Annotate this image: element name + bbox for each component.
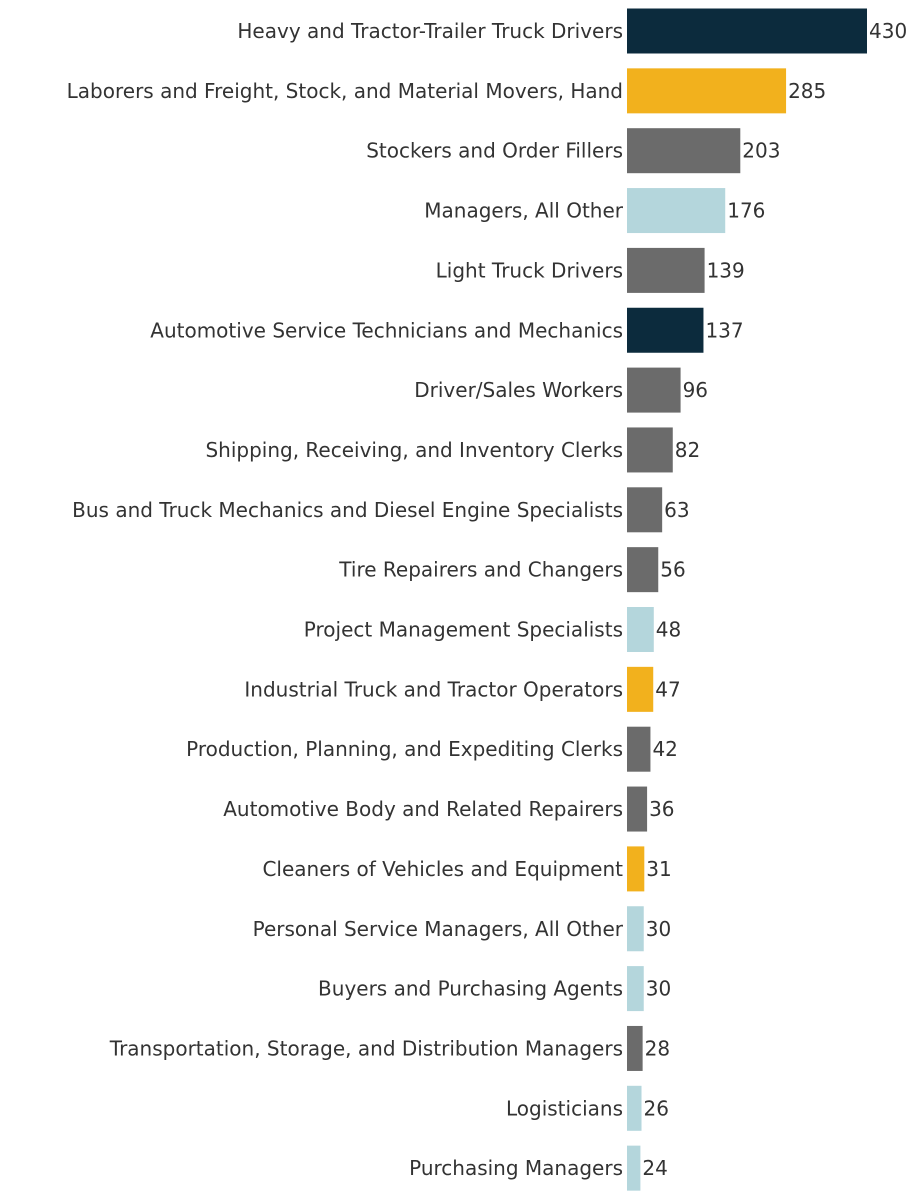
category-label: Logisticians (506, 1096, 623, 1120)
category-label: Industrial Truck and Tractor Operators (244, 677, 623, 701)
bar-row: Industrial Truck and Tractor Operators 47 (244, 666, 681, 712)
value-label: 47 (655, 677, 680, 701)
bar-row: Bus and Truck Mechanics and Diesel Engin… (72, 487, 690, 533)
bar-row: Project Management Specialists 48 (304, 607, 681, 652)
category-label: Automotive Body and Related Repairers (223, 797, 623, 821)
bar-row: Light Truck Drivers 139 (436, 247, 745, 293)
bar (627, 307, 704, 353)
category-label: Transportation, Storage, and Distributio… (109, 1036, 623, 1060)
value-label: 96 (683, 378, 708, 402)
category-label: Shipping, Receiving, and Inventory Clerk… (205, 438, 623, 462)
bar (627, 726, 651, 772)
bar (627, 367, 681, 413)
value-label: 285 (788, 79, 826, 103)
category-label: Purchasing Managers (409, 1156, 623, 1180)
value-label: 63 (664, 498, 689, 522)
bar (627, 966, 644, 1012)
value-label: 30 (646, 917, 671, 941)
value-label: 137 (705, 318, 743, 342)
bar (627, 906, 644, 952)
value-label: 42 (652, 737, 677, 761)
value-label: 30 (646, 977, 671, 1001)
value-label: 36 (649, 797, 674, 821)
category-label: Cleaners of Vehicles and Equipment (262, 857, 623, 881)
value-label: 28 (645, 1036, 670, 1060)
category-label: Personal Service Managers, All Other (253, 917, 624, 941)
category-label: Production, Planning, and Expediting Cle… (186, 737, 623, 761)
bar (627, 487, 663, 533)
value-label: 31 (646, 857, 671, 881)
bar (627, 1025, 643, 1071)
bar (627, 427, 673, 473)
value-label: 56 (660, 558, 685, 582)
value-label: 139 (707, 258, 745, 282)
bar-row: Production, Planning, and Expediting Cle… (186, 726, 678, 772)
bar (627, 666, 654, 712)
bar-row: Personal Service Managers, All Other 30 (253, 906, 671, 952)
bar-row: Driver/Sales Workers 96 (414, 367, 708, 413)
bar-row: Stockers and Order Fillers 203 (366, 128, 780, 174)
bar-row: Buyers and Purchasing Agents 30 (318, 966, 671, 1012)
bar-row: Cleaners of Vehicles and Equipment 31 (262, 846, 672, 892)
value-label: 176 (727, 199, 765, 223)
bar-row: Tire Repairers and Changers 56 (338, 547, 686, 593)
value-label: 48 (656, 618, 681, 642)
bar-row: Automotive Service Technicians and Mecha… (150, 307, 744, 353)
category-label: Tire Repairers and Changers (338, 558, 623, 582)
category-label: Buyers and Purchasing Agents (318, 977, 623, 1001)
bar-row: Laborers and Freight, Stock, and Materia… (67, 68, 826, 114)
bar (627, 247, 705, 293)
bar-row: Transportation, Storage, and Distributio… (109, 1025, 670, 1071)
category-label: Bus and Truck Mechanics and Diesel Engin… (72, 498, 623, 522)
value-label: 26 (644, 1096, 669, 1120)
category-label: Heavy and Tractor-Trailer Truck Drivers (237, 19, 623, 43)
value-label: 24 (642, 1156, 667, 1180)
value-label: 430 (869, 19, 907, 43)
bar (627, 1085, 642, 1131)
bar-row: Managers, All Other 176 (424, 188, 765, 234)
bar (627, 188, 726, 234)
bar (627, 547, 659, 593)
bar-row: Purchasing Managers 24 (409, 1145, 668, 1191)
bar (627, 68, 787, 114)
bar (627, 846, 645, 892)
category-label: Stockers and Order Fillers (366, 139, 623, 163)
bar (627, 1145, 641, 1191)
category-label: Project Management Specialists (304, 618, 623, 642)
bar (627, 8, 867, 54)
category-label: Driver/Sales Workers (414, 378, 623, 402)
category-label: Light Truck Drivers (436, 258, 623, 282)
category-label: Automotive Service Technicians and Mecha… (150, 318, 623, 342)
bar (627, 786, 648, 832)
bar (627, 607, 654, 652)
bar (627, 128, 741, 174)
bar-row: Automotive Body and Related Repairers 36 (223, 786, 675, 832)
value-label: 82 (675, 438, 700, 462)
category-label: Laborers and Freight, Stock, and Materia… (67, 79, 623, 103)
bar-row: Heavy and Tractor-Trailer Truck Drivers 4… (237, 8, 907, 54)
value-label: 203 (742, 139, 780, 163)
category-label: Managers, All Other (424, 199, 624, 223)
bar-row: Shipping, Receiving, and Inventory Clerk… (205, 427, 700, 473)
bar-row: Logisticians 26 (506, 1085, 669, 1131)
